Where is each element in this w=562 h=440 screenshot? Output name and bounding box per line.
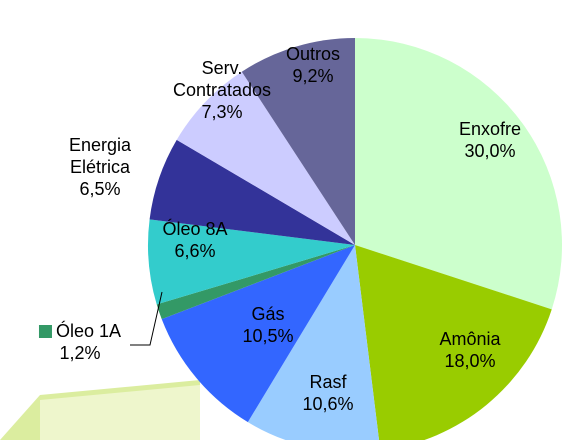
value-label: 6,6% [174,241,216,261]
pie-slice [241,38,355,245]
pie-slice [355,38,562,310]
category-name: Energia Elétrica [55,134,145,178]
value-label: 30,0% [464,141,516,161]
category-text: Gás [251,304,285,324]
value-label: 7,3% [201,102,243,122]
slice-label: Energia Elétrica 6,5% [55,134,145,200]
category-name: Óleo 1A [38,320,122,342]
category-text: Energia Elétrica [68,135,132,177]
slice-label: Outros 9,2% [286,43,340,87]
category-name: Enxofre [459,118,521,140]
value-label: 6,5% [79,179,121,199]
category-text: Óleo 1A [55,321,122,341]
pie-slice [148,219,355,305]
category-text: Amônia [439,329,501,349]
category-name: Gás [242,303,293,325]
category-name: Serv. Contratados [167,57,277,101]
pie-slice [247,245,380,440]
slice-label: Enxofre 30,0% [459,118,521,162]
value-label: 9,2% [292,66,334,86]
value-label: 1,2% [59,343,101,363]
pie-slice [161,245,355,423]
category-text: Óleo 8A [162,219,228,239]
value-label: 18,0% [444,351,496,371]
decoration [40,385,200,440]
slice-label: Amônia 18,0% [439,328,500,372]
leader-line [130,291,163,346]
slice-label: Óleo 8A 6,6% [162,218,227,262]
slice-label: Serv. Contratados 7,3% [167,57,277,123]
pie-slice [149,139,355,245]
category-name: Outros [286,43,340,65]
category-text: Serv. Contratados [172,58,272,100]
slice-label: Óleo 1A 1,2% [38,320,122,364]
pie-slice [176,71,355,245]
pie-slice [156,245,355,320]
slice-label: Rasf 10,6% [302,371,353,415]
legend-swatch [38,325,52,338]
category-name: Rasf [302,371,353,393]
slice-label: Gás 10,5% [242,303,293,347]
category-name: Amônia [439,328,500,350]
value-label: 10,6% [302,394,354,414]
value-label: 10,5% [242,326,294,346]
category-text: Enxofre [458,119,522,139]
category-name: Óleo 8A [162,218,227,240]
pie-slice [355,245,552,440]
category-text: Outros [285,44,341,64]
category-text: Rasf [309,372,347,392]
